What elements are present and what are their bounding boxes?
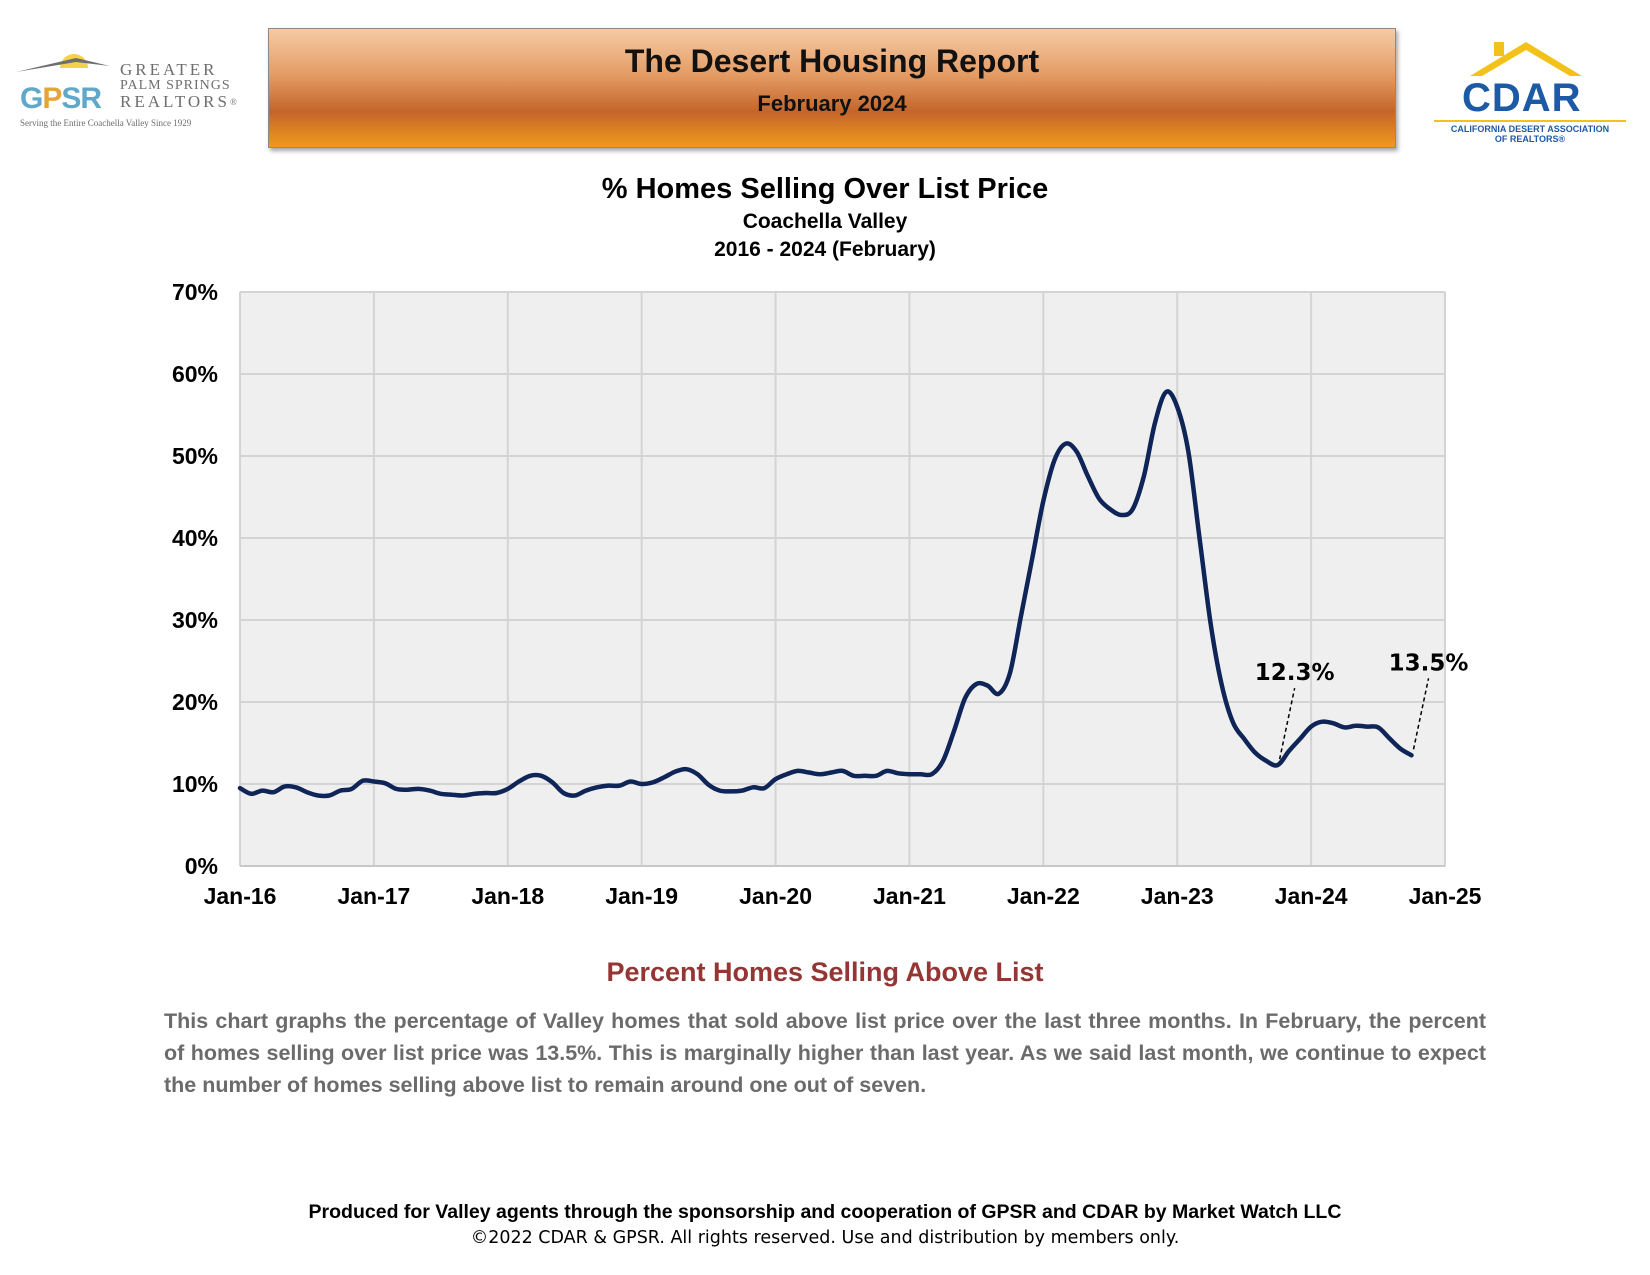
gpsr-wordmark: GREATER PALM SPRINGS REALTORS®: [120, 60, 240, 111]
gpsr-tagline: Serving the Entire Coachella Valley Sinc…: [20, 118, 192, 128]
report-banner: The Desert Housing Report February 2024: [268, 28, 1396, 148]
annotation-leader-line: [1412, 678, 1430, 750]
report-month: February 2024: [757, 91, 907, 116]
cdar-full-name: CALIFORNIA DESERT ASSOCIATION OF REALTOR…: [1450, 124, 1610, 144]
chart-subtitle: Coachella Valley: [742, 210, 908, 233]
x-tick-label: Jan-18: [471, 883, 544, 909]
y-tick-label: 50%: [172, 443, 218, 469]
x-tick-label: Jan-25: [1409, 883, 1482, 909]
y-tick-label: 40%: [172, 525, 218, 551]
x-tick-label: Jan-22: [1007, 883, 1080, 909]
x-tick-label: Jan-16: [204, 883, 277, 909]
x-tick-label: Jan-17: [337, 883, 410, 909]
cdar-divider: [1434, 120, 1626, 122]
footer-copyright: ©2022 CDAR & GPSR. All rights reserved. …: [470, 1228, 1180, 1248]
y-tick-label: 60%: [172, 361, 218, 387]
section-body: This chart graphs the percentage of Vall…: [164, 1009, 1486, 1097]
annotation-label: 13.5%: [1389, 650, 1469, 676]
x-tick-label: Jan-19: [605, 883, 678, 909]
report-title: The Desert Housing Report: [624, 43, 1040, 79]
x-tick-label: Jan-21: [873, 883, 946, 909]
y-tick-label: 20%: [172, 689, 218, 715]
y-tick-label: 0%: [185, 853, 218, 879]
plot-area: [239, 291, 1446, 867]
chart-period: 2016 - 2024 (February): [714, 238, 936, 261]
gpsr-abbreviation: GPSR: [20, 82, 102, 115]
y-tick-label: 70%: [172, 279, 218, 305]
series-line: [237, 389, 1414, 799]
x-tick-label: Jan-23: [1141, 883, 1214, 909]
cdar-house-roof-icon: [1470, 42, 1582, 76]
chart-title: % Homes Selling Over List Price: [601, 173, 1049, 205]
footer-credit: Produced for Valley agents through the s…: [308, 1201, 1342, 1223]
cdar-logo: CDAR CALIFORNIA DESERT ASSOCIATION OF RE…: [1430, 38, 1630, 148]
x-tick-label: Jan-20: [739, 883, 812, 909]
y-tick-label: 30%: [172, 607, 218, 633]
y-tick-label: 10%: [172, 771, 218, 797]
annotation-label: 12.3%: [1255, 660, 1335, 686]
gpsr-logo: GPSR GREATER PALM SPRINGS REALTORS® Serv…: [14, 50, 244, 130]
x-tick-label: Jan-24: [1275, 883, 1348, 909]
gpsr-sun-roof-icon: [16, 54, 110, 84]
annotation-leader-line: [1278, 687, 1296, 760]
cdar-wordmark: CDAR: [1462, 76, 1582, 120]
section-heading: Percent Homes Selling Above List: [606, 957, 1044, 987]
